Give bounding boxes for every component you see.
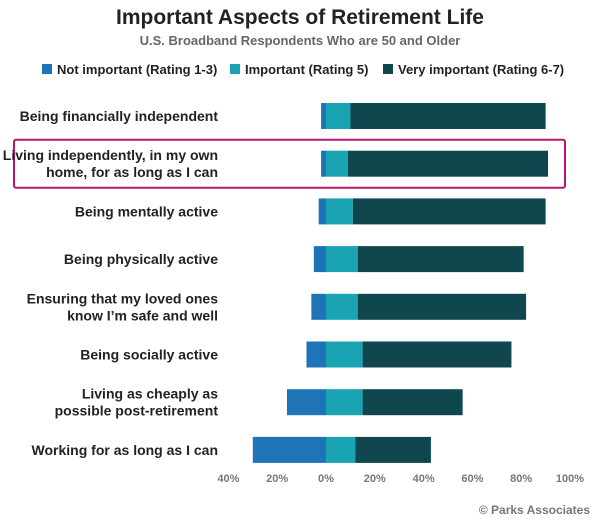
bar-not-important-5 (306, 341, 326, 368)
bar-very-important-2 (352, 198, 546, 225)
source-credit: © Parks Associates (478, 503, 590, 517)
bar-very-important-4 (357, 293, 527, 320)
bar-important-3 (326, 246, 358, 273)
category-labels: Being financially independent Living inde… (3, 108, 219, 458)
x-tick-label-2: 0% (318, 473, 334, 485)
bar-very-important-0 (350, 103, 546, 129)
x-tick-label-0: 40% (217, 473, 239, 485)
legend: Not important (Rating 1-3) Important (Rat… (42, 62, 564, 77)
bar-important-7 (326, 436, 356, 463)
bar-important-2 (326, 198, 353, 225)
legend-label-1: Important (Rating 5) (245, 62, 369, 77)
x-axis: 40% 20% 0% 20% 40% 60% 80% 100% (217, 473, 584, 485)
legend-label-0: Not important (Rating 1-3) (57, 62, 217, 77)
highlight-box (13, 138, 566, 189)
bar-important-0 (326, 103, 351, 129)
bar-not-important-0 (321, 103, 326, 129)
legend-swatch-0 (42, 64, 52, 74)
x-tick-label-7: 100% (556, 473, 584, 485)
category-label-4: Ensuring that my loved ones know I’m safe… (27, 290, 219, 323)
x-tick-label-5: 60% (461, 473, 483, 485)
bar-very-important-1 (347, 150, 549, 177)
bar-very-important-5 (362, 341, 512, 368)
category-label-1: Living independently, in my own home, for… (3, 147, 218, 180)
category-label-6: Living as cheaply as possible post-retire… (55, 386, 219, 419)
bar-important-6 (326, 389, 363, 416)
x-tick-label-3: 20% (364, 473, 386, 485)
bar-important-5 (326, 341, 363, 368)
bars-group (252, 103, 549, 463)
category-label-7: Working for as long as I can (32, 442, 218, 458)
highlight-group (13, 138, 566, 189)
bar-not-important-1 (321, 150, 326, 177)
bar-important-1 (326, 150, 348, 177)
bar-not-important-2 (318, 198, 326, 225)
x-tick-label-4: 40% (413, 473, 435, 485)
legend-swatch-1 (230, 64, 240, 74)
x-tick-label-1: 20% (266, 473, 288, 485)
legend-swatch-2 (383, 64, 393, 74)
bar-important-4 (326, 293, 358, 320)
chart-subtitle: U.S. Broadband Respondents Who are 50 an… (139, 33, 461, 48)
category-label-3: Being physically active (64, 251, 218, 267)
bar-very-important-6 (362, 389, 463, 416)
legend-label-2: Very important (Rating 6-7) (398, 62, 564, 77)
category-label-0: Being financially independent (20, 108, 219, 124)
bar-very-important-3 (357, 246, 524, 273)
bar-not-important-7 (252, 436, 326, 463)
bar-not-important-3 (313, 246, 326, 273)
x-tick-label-6: 80% (510, 473, 532, 485)
bar-not-important-4 (311, 293, 326, 320)
bar-very-important-7 (355, 436, 431, 463)
bar-not-important-6 (286, 389, 326, 416)
chart-title: Important Aspects of Retirement Life (116, 6, 484, 29)
category-label-2: Being mentally active (75, 203, 218, 219)
category-label-5: Being socially active (80, 347, 218, 363)
